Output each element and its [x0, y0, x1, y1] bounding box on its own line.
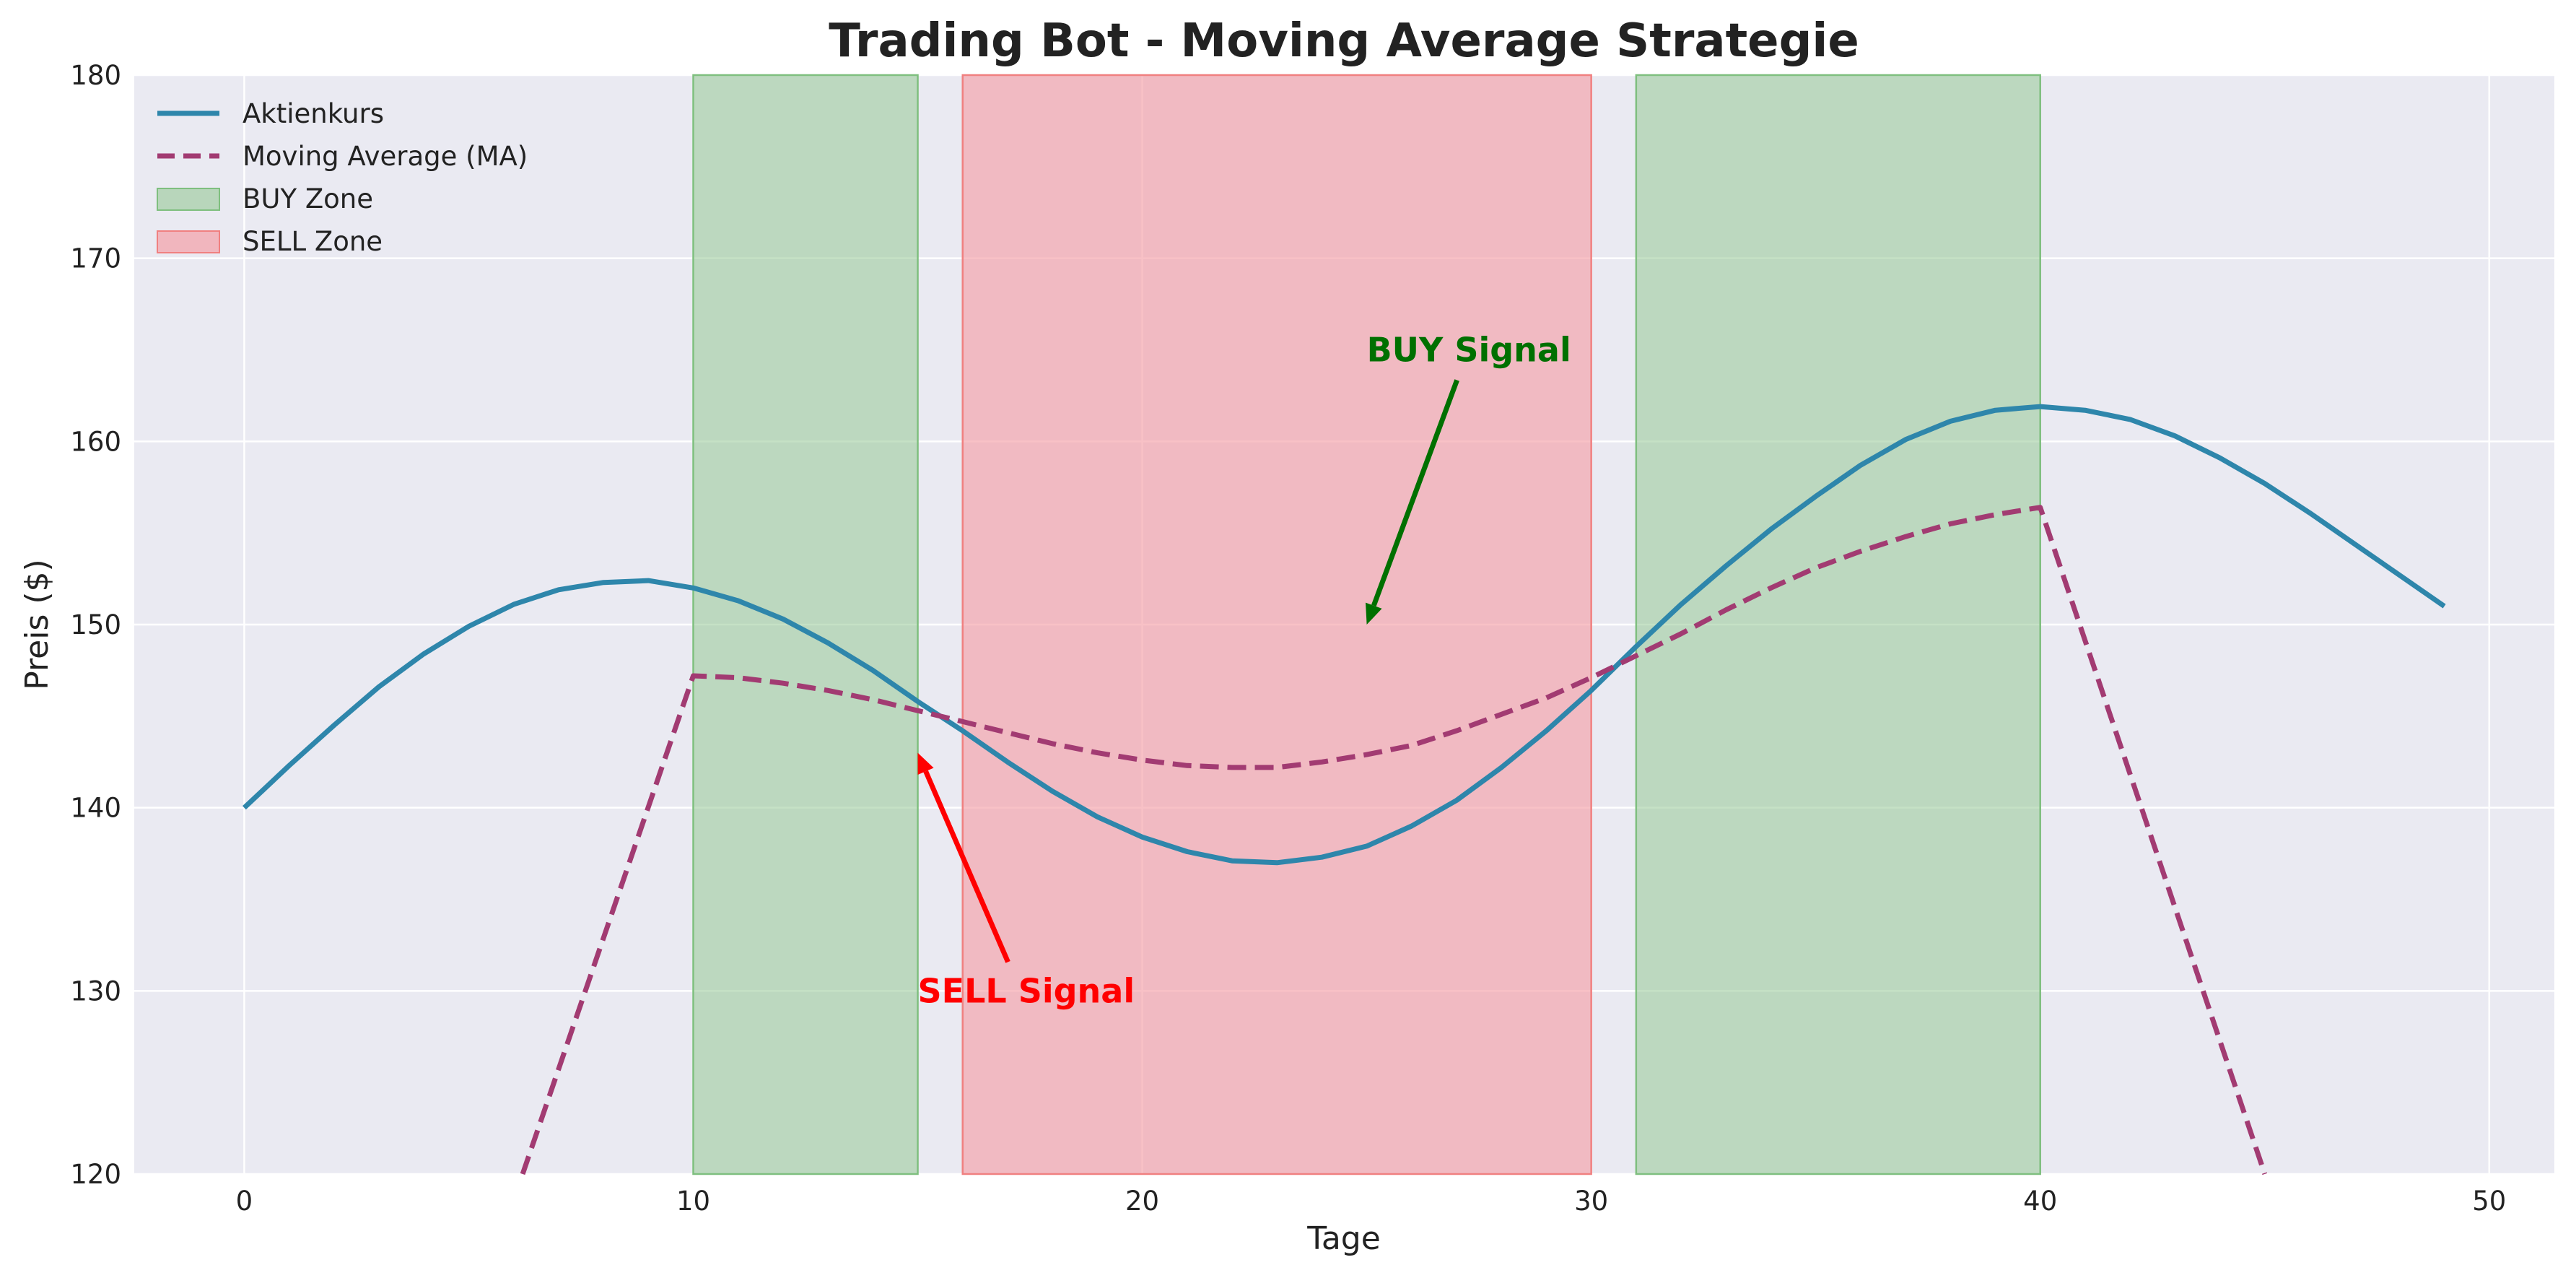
- ticks: 0 10 20 30 40 50 120 130 140 150 160 170 180: [70, 60, 2506, 1217]
- y-tick-label: 150: [70, 609, 121, 640]
- y-tick-label: 180: [70, 60, 121, 91]
- y-tick-label: 140: [70, 793, 121, 824]
- x-tick-label: 20: [1125, 1186, 1159, 1217]
- y-tick-label: 170: [70, 243, 121, 274]
- sell-signal-arrow: [923, 770, 1010, 963]
- buy-zone: [692, 74, 919, 1175]
- x-axis-label: Tage: [1306, 1220, 1381, 1257]
- sell-signal-arrowhead: [917, 752, 934, 775]
- y-tick-label: 160: [70, 426, 121, 457]
- price-line: [243, 404, 2446, 866]
- legend-label: BUY Zone: [243, 183, 373, 214]
- legend-label: Aktienkurs: [243, 98, 384, 129]
- x-tick-label: 0: [236, 1186, 253, 1217]
- x-tick-label: 30: [1574, 1186, 1608, 1217]
- y-tick-label: 120: [70, 1159, 121, 1190]
- sell-zone: [961, 74, 1592, 1175]
- x-tick-label: 50: [2472, 1186, 2506, 1217]
- y-tick-label: 130: [70, 975, 121, 1007]
- zones: [692, 74, 2041, 1175]
- legend-swatch-buy: [157, 188, 220, 211]
- legend-swatch-sell: [157, 230, 220, 253]
- buy-signal-arrow: [1371, 379, 1459, 607]
- legend: Aktienkurs Moving Average (MA) BUY Zone SEL…: [157, 98, 528, 257]
- y-axis-label: Preis ($): [19, 559, 56, 690]
- annotations: BUY Signal SELL Signal: [917, 331, 1571, 1010]
- series: [243, 404, 2446, 1175]
- legend-label: Moving Average (MA): [243, 141, 528, 172]
- chart-title: Trading Bot - Moving Average Strategie: [829, 14, 1859, 68]
- moving-average-line: [520, 505, 2268, 1175]
- buy-signal-label: BUY Signal: [1367, 331, 1571, 370]
- legend-label: SELL Zone: [243, 226, 383, 257]
- x-tick-label: 10: [676, 1186, 710, 1217]
- buy-signal-arrowhead: [1366, 602, 1382, 625]
- sell-signal-label: SELL Signal: [918, 971, 1135, 1010]
- x-tick-label: 40: [2023, 1186, 2057, 1217]
